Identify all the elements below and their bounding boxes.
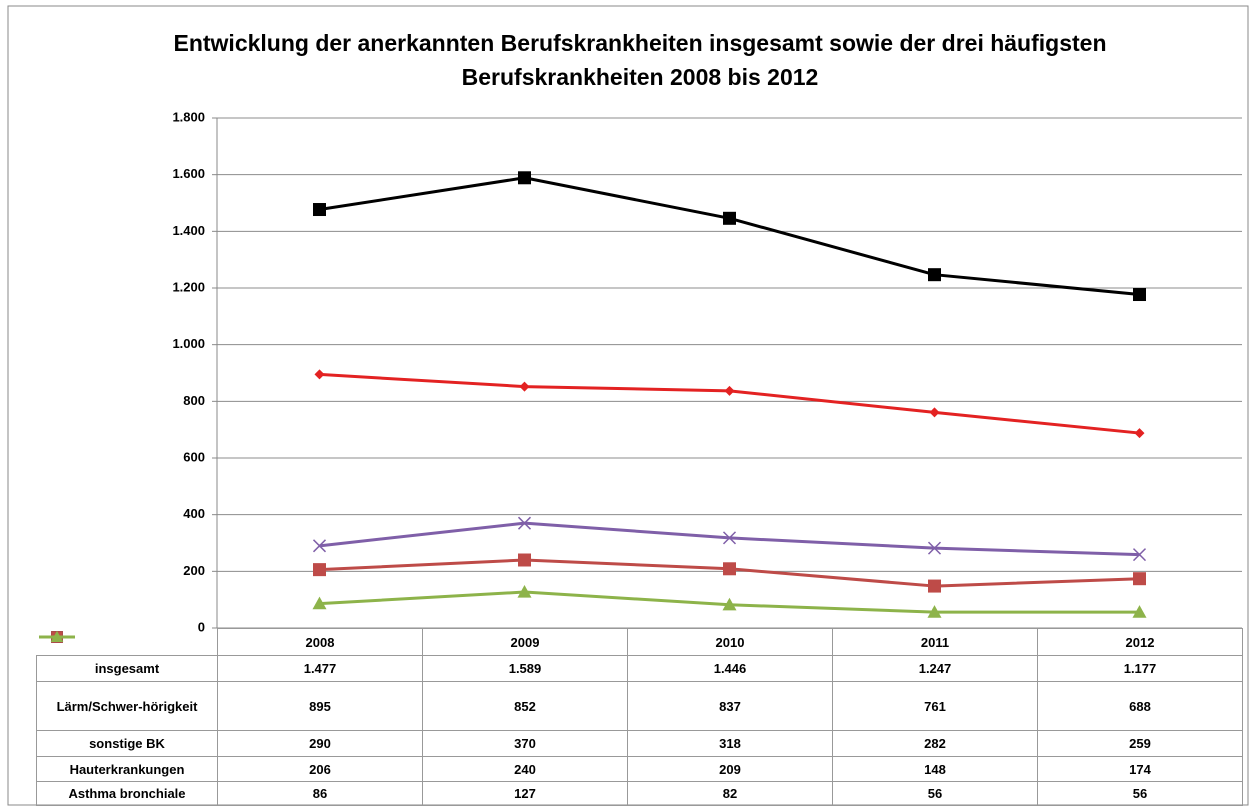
legend-label: Asthma bronchiale (68, 786, 186, 801)
category-label: 2011 (832, 628, 1038, 656)
value-cell: 1.446 (627, 655, 833, 682)
legend-entry: Hauterkrankungen (37, 630, 217, 777)
marker (724, 385, 735, 396)
series-row: insgesamt 1.477 1.589 1.446 1.247 1.177 (36, 630, 1243, 682)
marker (312, 596, 327, 610)
legend-entry: Lärm/Schwer-hörigkeit (37, 632, 217, 714)
value-cell: 282 (832, 730, 1038, 757)
y-tick-label: 200 (183, 563, 205, 578)
legend-label: insgesamt (94, 661, 160, 676)
value-cell: 290 (217, 730, 423, 757)
y-tick-label: 1.400 (172, 223, 205, 238)
category-label: 2009 (422, 628, 628, 656)
y-tick-label: 0 (198, 619, 205, 634)
marker (722, 597, 737, 611)
value-cell: 318 (627, 730, 833, 757)
value-cell: 761 (832, 681, 1038, 731)
category-label: 2012 (1037, 628, 1243, 656)
chart-title: Entwicklung der anerkannten Berufskrankh… (173, 30, 1107, 90)
value-cell: 240 (422, 756, 628, 782)
y-tick-label: 1.600 (172, 166, 205, 181)
data-table: 2008 2009 2010 2011 2012 insgesamt 1.477 1.589 1… (36, 628, 1243, 806)
value-cell: 82 (627, 781, 833, 806)
series-line (319, 176, 1140, 297)
legend-cell: Hauterkrankungen (36, 630, 218, 782)
marker (517, 585, 532, 598)
legend-icon (38, 630, 75, 642)
marker (1133, 288, 1146, 302)
value-cell: 86 (217, 781, 423, 806)
marker (723, 211, 736, 225)
marker (519, 381, 530, 392)
legend-cell: insgesamt (36, 630, 218, 682)
marker (517, 516, 532, 530)
y-tick-label: 1.000 (172, 336, 205, 351)
y-tick-label: 1.800 (172, 109, 205, 124)
y-tick-label: 800 (183, 393, 205, 408)
value-cell: 688 (1037, 681, 1243, 731)
legend-cell: sonstige BK (36, 630, 218, 757)
value-cell: 895 (217, 681, 423, 731)
marker (313, 563, 326, 577)
series-row: Lärm/Schwer-hörigkeit 895 852 837 761 688 (36, 632, 1243, 731)
marker (50, 630, 63, 642)
value-cell: 148 (832, 756, 1038, 782)
marker (1132, 548, 1147, 562)
marker (927, 605, 942, 618)
value-cell: 370 (422, 730, 628, 757)
marker (928, 579, 941, 593)
value-cell: 127 (422, 781, 628, 806)
marker (928, 268, 941, 282)
value-cell: 56 (1037, 781, 1243, 806)
marker (313, 203, 326, 217)
marker (518, 553, 531, 567)
value-cell: 174 (1037, 756, 1243, 782)
legend-cell: Lärm/Schwer-hörigkeit (36, 632, 218, 731)
value-cell: 852 (422, 681, 628, 731)
value-cell: 837 (627, 681, 833, 731)
marker (312, 539, 327, 553)
marker (723, 562, 736, 576)
marker (1134, 428, 1145, 439)
y-tick-label: 600 (183, 449, 205, 464)
value-cell: 1.589 (422, 655, 628, 682)
legend-entry: sonstige BK (37, 630, 217, 751)
series-row: sonstige BK 290 370 318 282 259 (36, 630, 1243, 757)
legend-entry: insgesamt (37, 630, 217, 676)
value-cell: 259 (1037, 730, 1243, 757)
marker (518, 171, 531, 185)
series-row: Hauterkrankungen 206 240 209 148 174 (36, 630, 1243, 782)
y-tick-label: 1.200 (172, 279, 205, 294)
header-row: 2008 2009 2010 2011 2012 (37, 628, 1243, 656)
category-label: 2008 (217, 628, 423, 656)
legend-label: sonstige BK (89, 736, 165, 751)
marker (314, 369, 325, 380)
value-cell: 56 (832, 781, 1038, 806)
value-cell: 206 (217, 756, 423, 782)
value-cell: 1.477 (217, 655, 423, 682)
value-cell: 1.177 (1037, 655, 1243, 682)
category-label: 2010 (627, 628, 833, 656)
value-cell: 1.247 (832, 655, 1038, 682)
legend-label: Hauterkrankungen (69, 761, 185, 777)
marker (927, 541, 942, 555)
y-tick-label: 400 (183, 506, 205, 521)
legend-entry: Asthma bronchiale (37, 630, 217, 801)
series-row: Asthma bronchiale 86 127 82 56 56 (36, 630, 1243, 806)
marker (722, 531, 737, 545)
series-line (319, 372, 1140, 435)
value-cell: 209 (627, 756, 833, 782)
legend-cell: Asthma bronchiale (36, 630, 218, 806)
marker (1133, 572, 1146, 586)
marker (1132, 605, 1147, 618)
legend-label: Lärm/Schwer-hörigkeit (56, 698, 198, 714)
marker (929, 407, 940, 418)
